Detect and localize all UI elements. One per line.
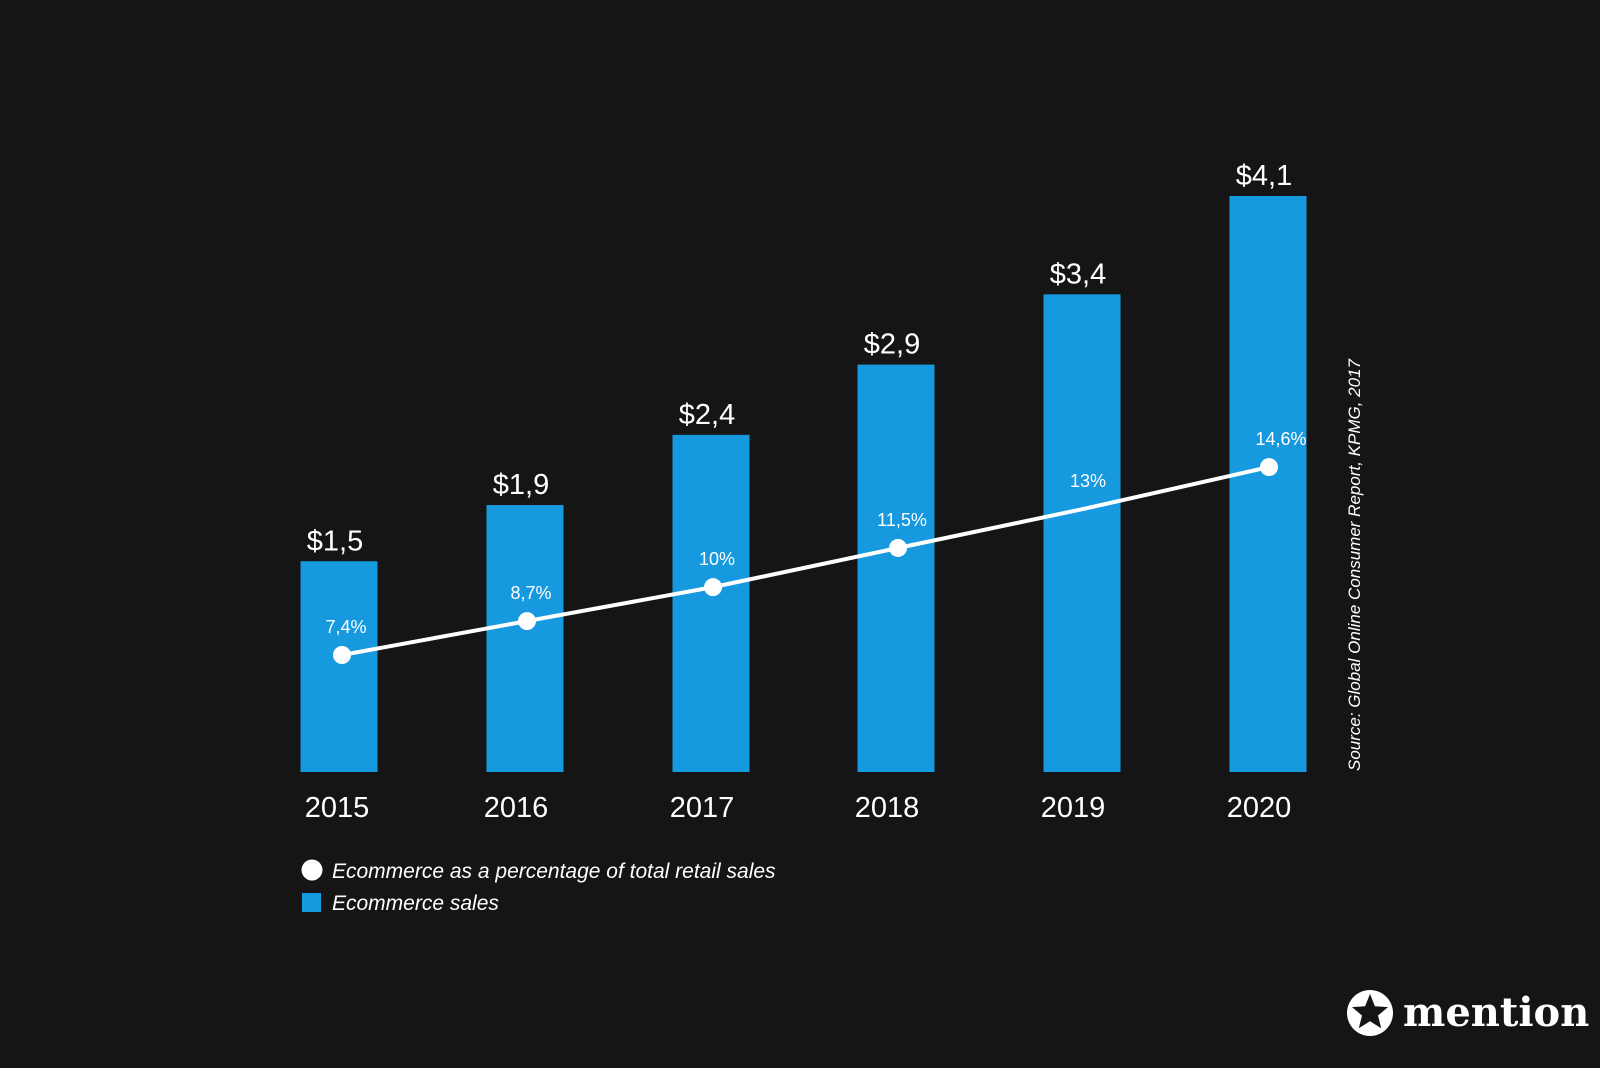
year-label-2019: 2019	[1041, 792, 1106, 824]
year-label-2018: 2018	[855, 792, 920, 824]
percentage-point-2015	[333, 646, 351, 664]
year-label-2017: 2017	[670, 792, 735, 824]
percentage-point-2017	[704, 578, 722, 597]
legend-circle-marker	[301, 859, 323, 881]
percentage-label-2019: 13%	[1070, 471, 1106, 491]
bar-value-label-2019: $3,4	[1050, 258, 1106, 290]
bar-value-label-2020: $4,1	[1236, 160, 1292, 192]
brand-name: mention	[1403, 989, 1589, 1036]
source-note: Source: Global Online Consumer Report, K…	[1345, 358, 1364, 771]
percentage-line-layer	[333, 458, 1278, 664]
bar-2020	[1229, 196, 1307, 772]
percentage-label-2017: 10%	[699, 549, 735, 569]
percentage-line	[341, 465, 1270, 657]
labels-layer: $1,5 2015 $1,9 2016 $2,4 2017 $2,9 2018 $3,4 2019…	[305, 160, 1307, 824]
legend-square-marker	[302, 893, 321, 912]
brand-logo: mention	[1347, 989, 1589, 1036]
bar-2015	[300, 561, 378, 772]
bar-value-label-2016: $1,9	[493, 469, 549, 501]
bar-2017	[672, 434, 750, 772]
percentage-point-2020	[1260, 458, 1278, 477]
percentage-label-2018: 11,5%	[877, 510, 927, 530]
percentage-label-2020: 14,6%	[1255, 429, 1306, 449]
bars-layer	[300, 196, 1307, 772]
bar-value-label-2015: $1,5	[307, 525, 363, 557]
bar-value-label-2017: $2,4	[679, 399, 735, 431]
percentage-label-2016: 8,7%	[510, 583, 551, 603]
bar-2018	[857, 364, 935, 772]
legend-label-sales: Ecommerce sales	[332, 892, 499, 915]
bar-2019	[1043, 294, 1121, 772]
year-label-2015: 2015	[305, 792, 370, 824]
bar-value-label-2018: $2,9	[864, 329, 920, 361]
year-label-2020: 2020	[1227, 792, 1292, 824]
percentage-point-2016	[518, 612, 536, 631]
legend: Ecommerce as a percentage of total retai…	[301, 859, 776, 915]
legend-label-percentage: Ecommerce as a percentage of total retai…	[332, 860, 776, 883]
percentage-point-2018	[889, 538, 907, 557]
year-label-2016: 2016	[484, 792, 549, 824]
percentage-label-2015: 7,4%	[325, 617, 366, 637]
star-icon	[1347, 990, 1393, 1036]
bar-2016	[486, 505, 564, 772]
